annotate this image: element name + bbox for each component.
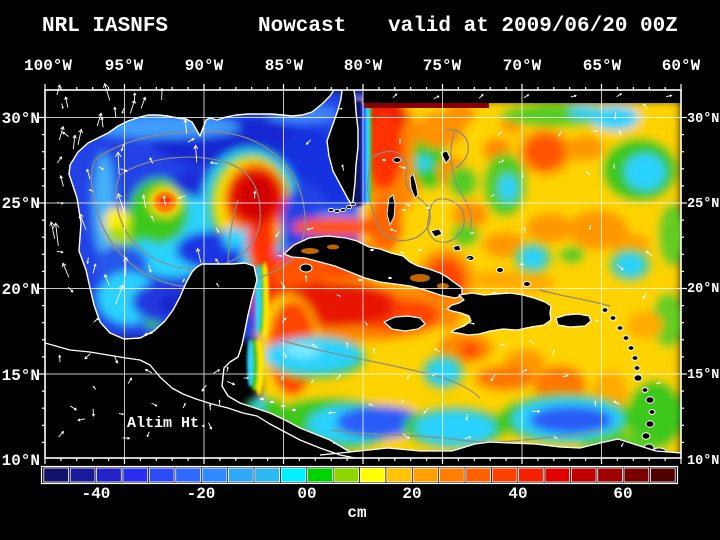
svg-text:25°N: 25°N <box>687 197 719 212</box>
svg-text:-40: -40 <box>82 485 111 503</box>
svg-text:60°W: 60°W <box>662 57 701 75</box>
svg-text:10°N: 10°N <box>687 454 719 469</box>
svg-text:20: 20 <box>402 485 421 503</box>
svg-text:10°N: 10°N <box>2 452 40 470</box>
svg-text:80°W: 80°W <box>344 57 383 75</box>
svg-text:cm: cm <box>347 504 367 522</box>
svg-text:85°W: 85°W <box>265 57 304 75</box>
svg-text:00: 00 <box>297 485 316 503</box>
svg-text:15°N: 15°N <box>2 367 40 385</box>
svg-text:20°N: 20°N <box>687 282 719 297</box>
svg-text:Nowcast: Nowcast <box>258 15 346 38</box>
svg-text:30°N: 30°N <box>687 112 719 127</box>
svg-text:Altim Ht.: Altim Ht. <box>127 415 208 432</box>
svg-text:20°N: 20°N <box>2 281 40 299</box>
svg-text:25°N: 25°N <box>2 195 40 213</box>
svg-text:NRL IASNFS: NRL IASNFS <box>42 15 168 38</box>
svg-text:15°N: 15°N <box>687 368 719 383</box>
svg-text:100°W: 100°W <box>24 57 72 75</box>
svg-text:30°N: 30°N <box>2 110 40 128</box>
svg-text:valid at 2009/06/20 00Z: valid at 2009/06/20 00Z <box>388 15 678 38</box>
svg-text:90°W: 90°W <box>185 57 224 75</box>
svg-text:-20: -20 <box>187 485 216 503</box>
svg-text:40: 40 <box>508 485 527 503</box>
svg-text:60: 60 <box>613 485 632 503</box>
svg-text:75°W: 75°W <box>423 57 462 75</box>
svg-text:70°W: 70°W <box>503 57 542 75</box>
svg-text:95°W: 95°W <box>105 57 144 75</box>
svg-text:65°W: 65°W <box>583 57 622 75</box>
